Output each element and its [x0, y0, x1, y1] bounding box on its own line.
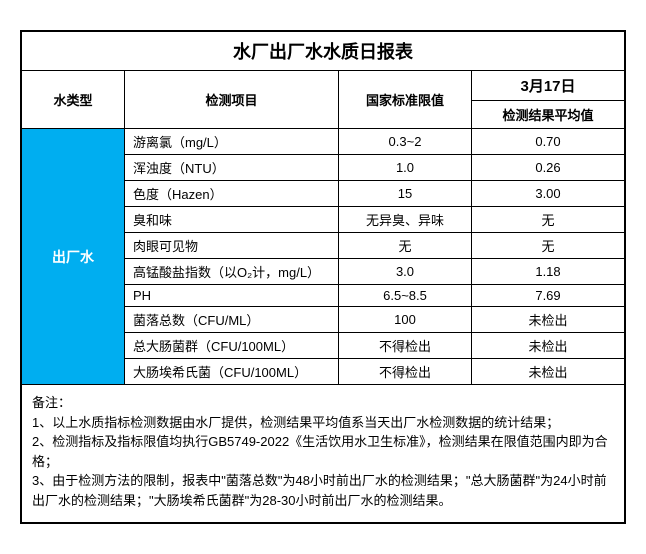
col-national-limit: 国家标准限值 — [339, 71, 472, 129]
row-limit: 100 — [339, 307, 472, 333]
row-item: 菌落总数（CFU/ML） — [125, 307, 339, 333]
col-avg-result: 检测结果平均值 — [472, 101, 626, 129]
note-line: 3、由于检测方法的限制，报表中"菌落总数"为48小时前出厂水的检测结果；"总大肠… — [32, 471, 614, 510]
col-date: 3月17日 — [472, 71, 626, 101]
notes-title: 备注： — [32, 393, 614, 413]
row-value: 未检出 — [472, 307, 626, 333]
row-value: 1.18 — [472, 259, 626, 285]
row-limit: 无异臭、异味 — [339, 207, 472, 233]
row-item: 浑浊度（NTU） — [125, 155, 339, 181]
row-limit: 3.0 — [339, 259, 472, 285]
row-value: 未检出 — [472, 359, 626, 385]
row-item: 臭和味 — [125, 207, 339, 233]
row-limit: 6.5~8.5 — [339, 285, 472, 307]
row-value: 未检出 — [472, 333, 626, 359]
col-water-type: 水类型 — [21, 71, 125, 129]
row-item: 色度（Hazen） — [125, 181, 339, 207]
water-quality-report: 水厂出厂水水质日报表 水类型 检测项目 国家标准限值 3月17日 检测结果平均值… — [20, 30, 626, 524]
row-item: 肉眼可见物 — [125, 233, 339, 259]
report-title: 水厂出厂水水质日报表 — [21, 31, 625, 71]
note-line: 2、检测指标及指标限值均执行GB5749-2022《生活饮用水卫生标准》，检测结… — [32, 432, 614, 471]
row-item: 总大肠菌群（CFU/100ML） — [125, 333, 339, 359]
row-item: 游离氯（mg/L） — [125, 129, 339, 155]
row-value: 无 — [472, 233, 626, 259]
category-label: 出厂水 — [21, 129, 125, 385]
col-test-item: 检测项目 — [125, 71, 339, 129]
row-value: 0.26 — [472, 155, 626, 181]
row-limit: 15 — [339, 181, 472, 207]
notes-section: 备注： 1、以上水质指标检测数据由水厂提供，检测结果平均值系当天出厂水检测数据的… — [21, 385, 625, 524]
row-value: 7.69 — [472, 285, 626, 307]
row-limit: 不得检出 — [339, 359, 472, 385]
row-item: 大肠埃希氏菌（CFU/100ML） — [125, 359, 339, 385]
row-limit: 不得检出 — [339, 333, 472, 359]
row-value: 0.70 — [472, 129, 626, 155]
row-limit: 1.0 — [339, 155, 472, 181]
row-value: 无 — [472, 207, 626, 233]
row-limit: 0.3~2 — [339, 129, 472, 155]
row-limit: 无 — [339, 233, 472, 259]
row-item: PH — [125, 285, 339, 307]
row-item: 高锰酸盐指数（以O₂计，mg/L） — [125, 259, 339, 285]
note-line: 1、以上水质指标检测数据由水厂提供，检测结果平均值系当天出厂水检测数据的统计结果… — [32, 413, 614, 433]
row-value: 3.00 — [472, 181, 626, 207]
